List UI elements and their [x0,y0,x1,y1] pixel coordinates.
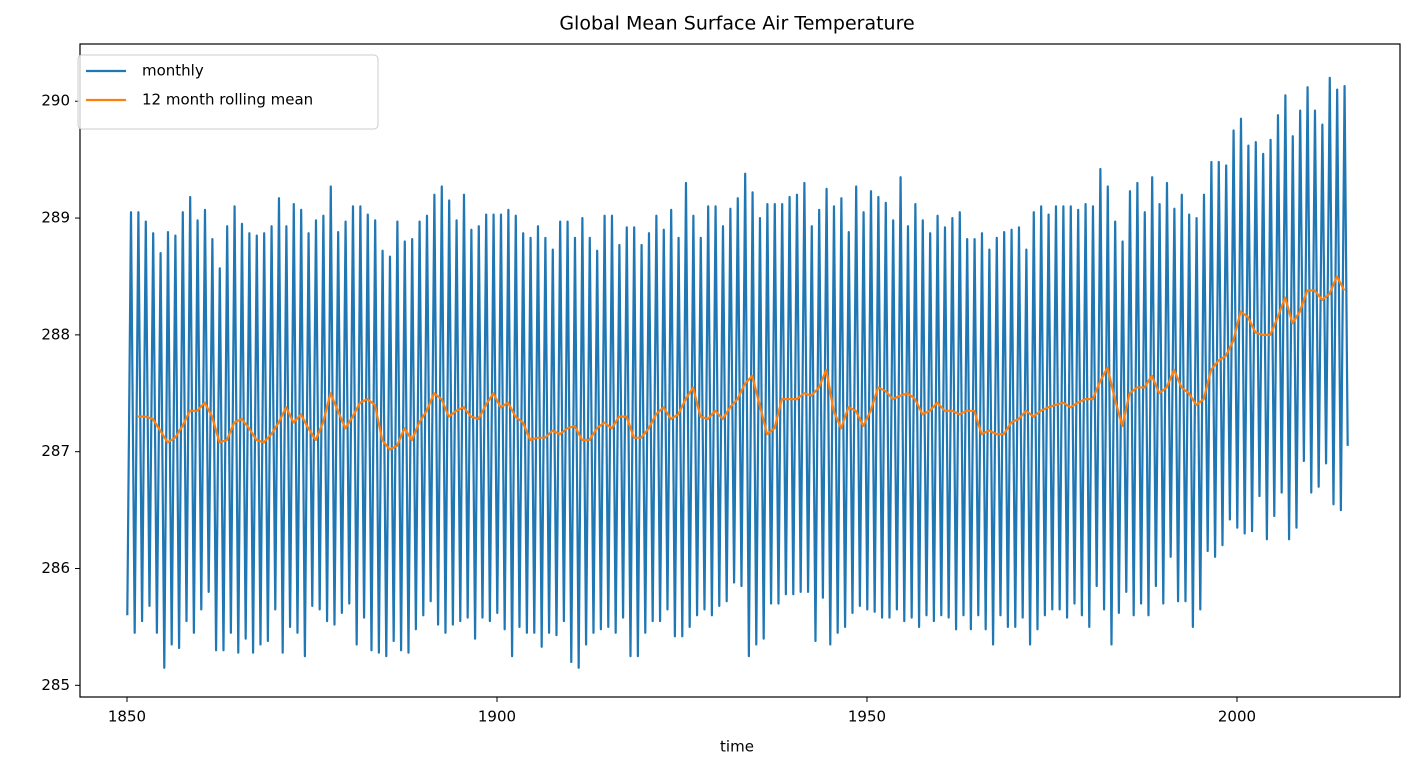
legend-box [77,54,379,130]
plot-frame [79,43,1401,698]
chart-title: Global Mean Surface Air Temperature [559,13,914,35]
x-tick-label: 1950 [848,708,886,726]
series-line [126,76,1349,669]
y-tick-label: 285 [41,676,70,694]
y-tick-label: 286 [41,559,70,577]
x-tick-label: 1900 [478,708,516,726]
series-line [138,275,1346,451]
y-tick-label: 290 [41,92,70,110]
y-tick-label: 289 [41,209,70,227]
x-tick-label: 2000 [1218,708,1256,726]
x-axis-label: time [720,738,754,756]
legend-label: monthly [142,62,204,80]
x-tick-label: 1850 [108,708,146,726]
legend: monthly 12 month rolling mean [77,54,379,130]
y-tick-label: 287 [41,442,70,460]
legend-label: 12 month rolling mean [142,91,313,109]
y-tick-label: 288 [41,325,70,343]
